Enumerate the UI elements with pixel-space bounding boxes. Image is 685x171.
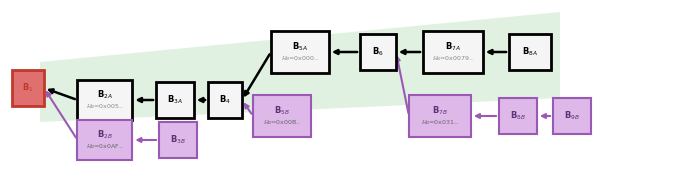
Polygon shape: [40, 12, 560, 122]
FancyBboxPatch shape: [553, 98, 591, 134]
Text: B$_4$: B$_4$: [219, 94, 231, 106]
FancyBboxPatch shape: [156, 82, 194, 118]
FancyBboxPatch shape: [499, 98, 537, 134]
Text: $\mathbb{H}_B$=0x00B..: $\mathbb{H}_B$=0x00B..: [263, 119, 301, 127]
Text: $\mathbb{H}_B$=0x000..: $\mathbb{H}_B$=0x000..: [281, 55, 319, 63]
FancyBboxPatch shape: [253, 95, 311, 137]
FancyBboxPatch shape: [271, 31, 329, 73]
Text: $\mathbb{H}_B$=0x005..: $\mathbb{H}_B$=0x005..: [86, 103, 124, 111]
Text: $\mathbb{H}_B$=0x0079..: $\mathbb{H}_B$=0x0079..: [432, 55, 474, 63]
FancyBboxPatch shape: [509, 34, 551, 70]
FancyBboxPatch shape: [12, 70, 44, 106]
Text: B$_{5B}$: B$_{5B}$: [274, 105, 290, 117]
Text: $\mathbb{H}_B$=0x031..: $\mathbb{H}_B$=0x031..: [421, 119, 459, 127]
FancyBboxPatch shape: [423, 31, 483, 73]
FancyBboxPatch shape: [208, 82, 242, 118]
FancyBboxPatch shape: [409, 95, 471, 137]
Text: B$_{8B}$: B$_{8B}$: [510, 110, 526, 122]
Text: B$_{2B}$: B$_{2B}$: [97, 129, 113, 141]
Text: B$_6$: B$_6$: [372, 46, 384, 58]
Text: B$_1$: B$_1$: [22, 82, 34, 94]
Text: B$_{8A}$: B$_{8A}$: [522, 46, 538, 58]
FancyBboxPatch shape: [77, 80, 132, 120]
Text: $\mathbb{H}_B$=0x0AF..: $\mathbb{H}_B$=0x0AF..: [86, 143, 124, 152]
Text: B$_{7A}$: B$_{7A}$: [445, 41, 461, 53]
Text: B$_{2A}$: B$_{2A}$: [97, 89, 113, 101]
Text: B$_{9B}$: B$_{9B}$: [564, 110, 580, 122]
FancyBboxPatch shape: [77, 120, 132, 160]
Text: B$_{5A}$: B$_{5A}$: [292, 41, 308, 53]
Text: B$_{3A}$: B$_{3A}$: [167, 94, 183, 106]
Text: B$_{3B}$: B$_{3B}$: [170, 134, 186, 146]
Text: B$_{7B}$: B$_{7B}$: [432, 105, 448, 117]
FancyBboxPatch shape: [159, 122, 197, 158]
FancyBboxPatch shape: [360, 34, 396, 70]
